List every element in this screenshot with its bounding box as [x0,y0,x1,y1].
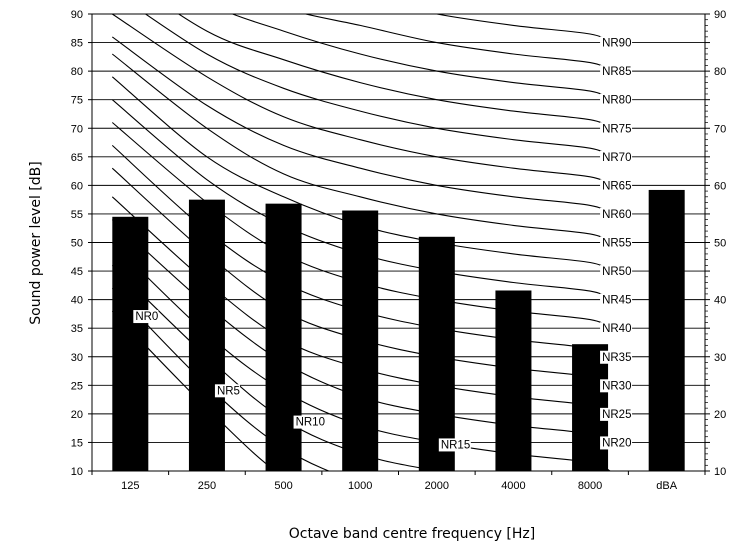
nr-label-bg-nr55 [600,236,633,250]
plot-area [92,14,705,471]
x-tick-label-2000: 2000 [425,480,449,492]
y-axis-title: Sound power level [dB] [28,161,44,324]
nr-label-bg-nr25 [600,407,633,421]
nr-label-nr0: NR0 [135,311,158,323]
nr-label-nr10: NR10 [296,417,325,429]
bar-4000 [495,290,532,471]
nr-label-nr5: NR5 [217,385,240,397]
nr-label-bg-nr0 [133,310,159,324]
y-tick-label-left-25: 25 [71,380,83,392]
bar-dBA [648,189,685,471]
nr-label-bg-nr5 [214,384,240,398]
nr-curve-nr70 [144,14,611,158]
bar-250 [188,199,225,471]
nr-label-nr70: NR70 [602,152,631,164]
nr-label-bg-nr70 [600,150,633,164]
y-tick-label-left-50: 50 [71,238,83,250]
x-tick-label-500: 500 [274,480,292,492]
y-tick-label-left-60: 60 [71,180,83,192]
x-axis-title: Octave band centre frequency [Hz] [289,526,535,542]
x-tick-label-4000: 4000 [501,480,525,492]
y-tick-label-right-70: 70 [714,123,726,135]
nr-curve-nr55 [111,53,611,244]
y-tick-label-left-65: 65 [71,152,83,164]
nr-label-bg-nr60 [600,207,633,221]
nr-label-nr80: NR80 [602,95,631,107]
y-tick-label-left-20: 20 [71,409,83,421]
bar-1000 [342,210,379,471]
x-tick-label-250: 250 [198,480,216,492]
nr-label-bg-nr90 [600,36,633,50]
nr-label-bg-nr65 [600,179,633,193]
y-tick-label-right-50: 50 [714,238,726,250]
nr-curve-nr85 [303,14,611,72]
y-tick-label-right-90: 90 [714,9,726,21]
nr-label-nr50: NR50 [602,266,631,278]
y-tick-label-left-55: 55 [71,209,83,221]
nr-curve-nr90 [433,14,611,44]
y-tick-label-left-10: 10 [71,466,83,478]
nr-label-bg-nr40 [600,322,633,336]
nr-label-bg-nr85 [600,65,633,79]
y-tick-label-right-80: 80 [714,66,726,78]
nr-label-bg-nr15 [438,438,471,452]
y-tick-label-right-20: 20 [714,409,726,421]
nr-label-nr35: NR35 [602,352,631,364]
plot-overlay: NR90 NR85 NR80 NR75 NR70 NR65 NR60 NR55 NR50 NR45… [71,9,727,492]
x-tick-label-8000: 8000 [578,480,602,492]
y-tick-label-left-90: 90 [71,9,83,21]
nr-label-bg-nr35 [600,350,633,364]
x-tick-label-125: 125 [121,480,139,492]
nr-curve-nr60 [111,36,611,215]
y-tick-label-left-15: 15 [71,437,83,449]
nr-label-bg-nr45 [600,293,633,307]
nr-label-bg-nr80 [600,93,633,107]
nr-label-nr85: NR85 [602,66,631,78]
y-tick-label-left-35: 35 [71,323,83,335]
nr-label-nr90: NR90 [602,38,631,50]
y-tick-label-left-45: 45 [71,266,83,278]
y-tick-label-left-75: 75 [71,95,83,107]
bar-2000 [418,236,455,471]
nr-label-nr30: NR30 [602,380,631,392]
nr-label-nr60: NR60 [602,209,631,221]
nr-curve-nr80 [231,14,611,101]
x-tick-label-dBA: dBA [656,480,677,492]
y-tick-label-right-60: 60 [714,180,726,192]
nr-label-nr75: NR75 [602,123,631,135]
y-tick-label-left-85: 85 [71,38,83,50]
nr-label-bg-nr75 [600,122,633,136]
nr-label-nr55: NR55 [602,238,631,250]
y-tick-label-left-40: 40 [71,295,83,307]
nr-label-nr20: NR20 [602,437,631,449]
nr-curve-nr75 [177,14,611,129]
y-tick-label-right-10: 10 [714,466,726,478]
x-tick-label-1000: 1000 [348,480,372,492]
y-tick-label-left-80: 80 [71,66,83,78]
nr-label-bg-nr20 [600,436,633,450]
nr-label-nr40: NR40 [602,323,631,335]
bar-125 [112,216,149,471]
nr-label-nr25: NR25 [602,409,631,421]
y-tick-label-right-40: 40 [714,295,726,307]
y-tick-label-right-30: 30 [714,352,726,364]
bar-500 [265,203,302,471]
bar-8000 [572,344,609,471]
nr-label-bg-nr50 [600,265,633,279]
nr-label-bg-nr30 [600,379,633,393]
y-tick-label-left-30: 30 [71,352,83,364]
nr-label-nr45: NR45 [602,295,631,307]
nr-curve-nr65 [111,14,611,186]
nr-label-bg-nr10 [293,415,326,429]
nr-label-nr15: NR15 [441,439,470,451]
nr-label-nr65: NR65 [602,180,631,192]
y-tick-label-left-70: 70 [71,123,83,135]
